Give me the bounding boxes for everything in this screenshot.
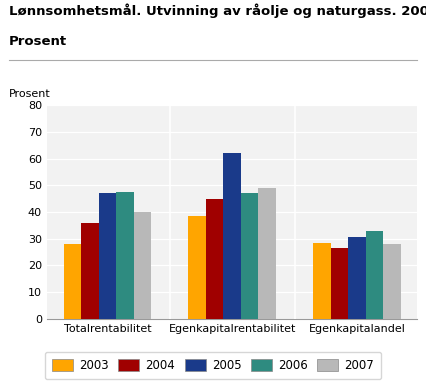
Legend: 2003, 2004, 2005, 2006, 2007: 2003, 2004, 2005, 2006, 2007	[45, 352, 381, 379]
Bar	[134, 212, 151, 319]
Bar	[116, 192, 134, 319]
Bar	[366, 231, 383, 319]
Text: Prosent: Prosent	[9, 89, 50, 99]
Bar	[331, 248, 348, 319]
Text: Prosent: Prosent	[9, 35, 66, 48]
Bar	[223, 153, 241, 319]
Bar	[81, 223, 99, 319]
Bar	[259, 188, 276, 319]
Bar	[188, 216, 206, 319]
Bar	[383, 244, 400, 319]
Bar	[348, 237, 366, 319]
Bar	[64, 244, 81, 319]
Bar	[206, 199, 223, 319]
Bar	[241, 193, 259, 319]
Text: Lønnsomhetsmål. Utvinning av råolje og naturgass. 2003-2007.: Lønnsomhetsmål. Utvinning av råolje og n…	[9, 4, 426, 18]
Bar	[313, 243, 331, 319]
Bar	[99, 193, 116, 319]
